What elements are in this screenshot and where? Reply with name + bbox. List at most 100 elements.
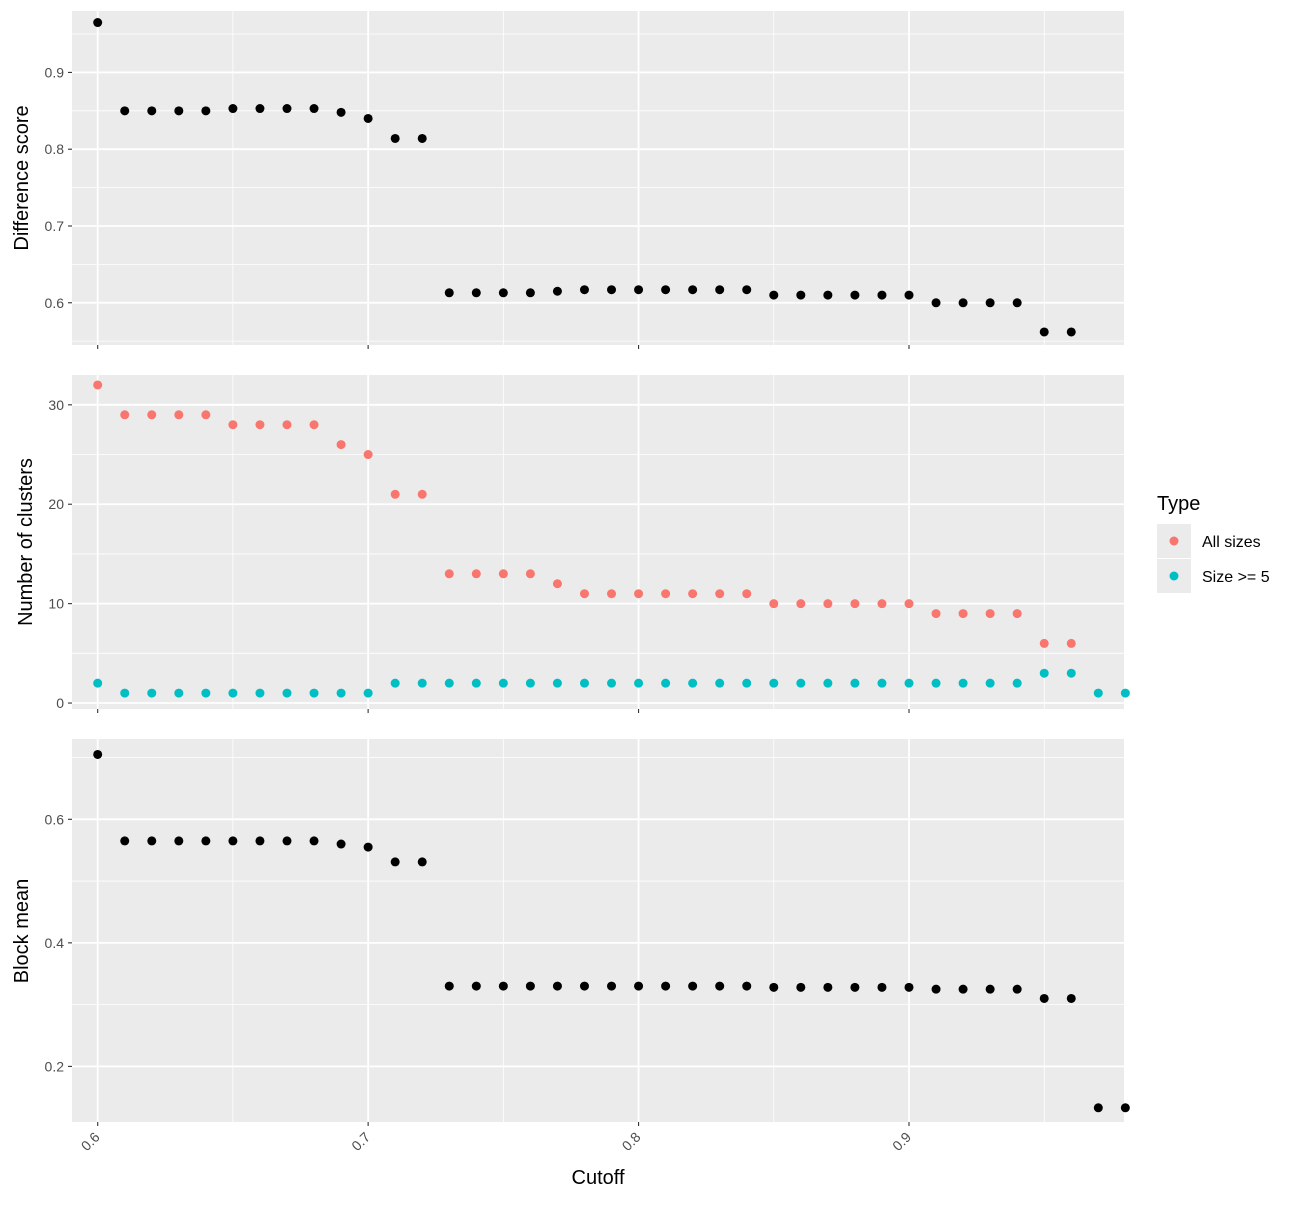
- point: [607, 981, 617, 991]
- point: [850, 290, 860, 300]
- point: [769, 982, 779, 992]
- panel-points: [93, 380, 1130, 698]
- y-tick-label: 0.7: [45, 218, 65, 234]
- point: [525, 288, 535, 298]
- legend-title: Type: [1157, 493, 1200, 515]
- panel-difference-score: 0.6 0.7 0.8 0.9 Difference score: [11, 11, 1124, 349]
- point-size-5: [1039, 668, 1049, 678]
- point-all-sizes: [715, 589, 725, 599]
- point-all-sizes: [634, 589, 644, 599]
- point-all-sizes: [552, 579, 562, 589]
- point-size-5: [607, 678, 617, 688]
- point: [634, 285, 644, 295]
- point-size-5: [174, 688, 184, 698]
- point-size-5: [93, 678, 103, 688]
- point-all-sizes: [1012, 609, 1022, 619]
- point-size-5: [147, 688, 157, 698]
- point-size-5: [255, 688, 265, 698]
- point: [796, 290, 806, 300]
- point-size-5: [1066, 668, 1076, 678]
- point-size-5: [823, 678, 833, 688]
- point-size-5: [769, 678, 779, 688]
- point: [444, 981, 454, 991]
- point: [552, 286, 562, 296]
- point-all-sizes: [498, 569, 508, 579]
- point-all-sizes: [471, 569, 481, 579]
- y-axis-title: Difference score: [11, 105, 33, 250]
- point-size-5: [850, 678, 860, 688]
- point: [579, 981, 589, 991]
- point: [309, 104, 319, 114]
- point-size-5: [498, 678, 508, 688]
- point: [1120, 1103, 1130, 1113]
- point-all-sizes: [823, 599, 833, 609]
- x-axis-ticks: [97, 345, 910, 349]
- point-size-5: [1120, 688, 1130, 698]
- point-all-sizes: [688, 589, 698, 599]
- panel-block-mean: 0.2 0.4 0.6 0.6 0.7 0.8 0.9 Block mean: [11, 739, 1130, 1154]
- point-size-5: [634, 678, 644, 688]
- point: [336, 839, 346, 849]
- point: [579, 285, 589, 295]
- point-all-sizes: [958, 609, 968, 619]
- point: [877, 982, 887, 992]
- point-size-5: [417, 678, 427, 688]
- point-size-5: [796, 678, 806, 688]
- point-size-5: [471, 678, 481, 688]
- point-all-sizes: [228, 420, 238, 430]
- point: [255, 104, 265, 114]
- point-size-5: [282, 688, 292, 698]
- point: [498, 981, 508, 991]
- point-all-sizes: [607, 589, 617, 599]
- y-tick-label: 0.8: [45, 141, 65, 157]
- panel-points: [93, 18, 1076, 337]
- panel-grid: [72, 11, 1124, 345]
- point-size-5: [1012, 678, 1022, 688]
- panel-background: [72, 739, 1124, 1122]
- point: [93, 18, 103, 28]
- point-all-sizes: [985, 609, 995, 619]
- point-all-sizes: [201, 410, 211, 420]
- point-all-sizes: [877, 599, 887, 609]
- point: [363, 842, 373, 852]
- point: [228, 104, 238, 114]
- panel-number-of-clusters: 0 10 20 30 Number of clusters: [15, 375, 1130, 713]
- x-axis-ticks: [97, 1122, 910, 1126]
- point: [363, 113, 373, 123]
- point-all-sizes: [93, 380, 103, 390]
- point-all-sizes: [363, 450, 373, 460]
- legend-key-all-sizes: [1169, 536, 1179, 546]
- point-size-5: [228, 688, 238, 698]
- point-all-sizes: [147, 410, 157, 420]
- y-axis: 0 10 20 30: [48, 397, 72, 711]
- point: [1012, 984, 1022, 994]
- point-size-5: [877, 678, 887, 688]
- point: [390, 857, 400, 867]
- point: [417, 133, 427, 143]
- point-all-sizes: [255, 420, 265, 430]
- point-size-5: [390, 678, 400, 688]
- y-axis-title: Number of clusters: [15, 458, 37, 626]
- point: [120, 106, 130, 116]
- point-size-5: [661, 678, 671, 688]
- point: [174, 106, 184, 116]
- point: [985, 984, 995, 994]
- point-all-sizes: [120, 410, 130, 420]
- point-all-sizes: [336, 440, 346, 450]
- point: [877, 290, 887, 300]
- point: [498, 288, 508, 298]
- point-size-5: [904, 678, 914, 688]
- point-all-sizes: [1039, 638, 1049, 648]
- panel-grid: [72, 375, 1124, 709]
- point-size-5: [444, 678, 454, 688]
- point: [661, 285, 671, 295]
- point: [742, 981, 752, 991]
- y-tick-label: 0: [56, 695, 64, 711]
- point: [147, 106, 157, 116]
- point: [607, 285, 617, 295]
- point-size-5: [201, 688, 211, 698]
- y-axis: 0.6 0.7 0.8 0.9: [45, 64, 72, 311]
- point: [525, 981, 535, 991]
- point: [1066, 993, 1076, 1003]
